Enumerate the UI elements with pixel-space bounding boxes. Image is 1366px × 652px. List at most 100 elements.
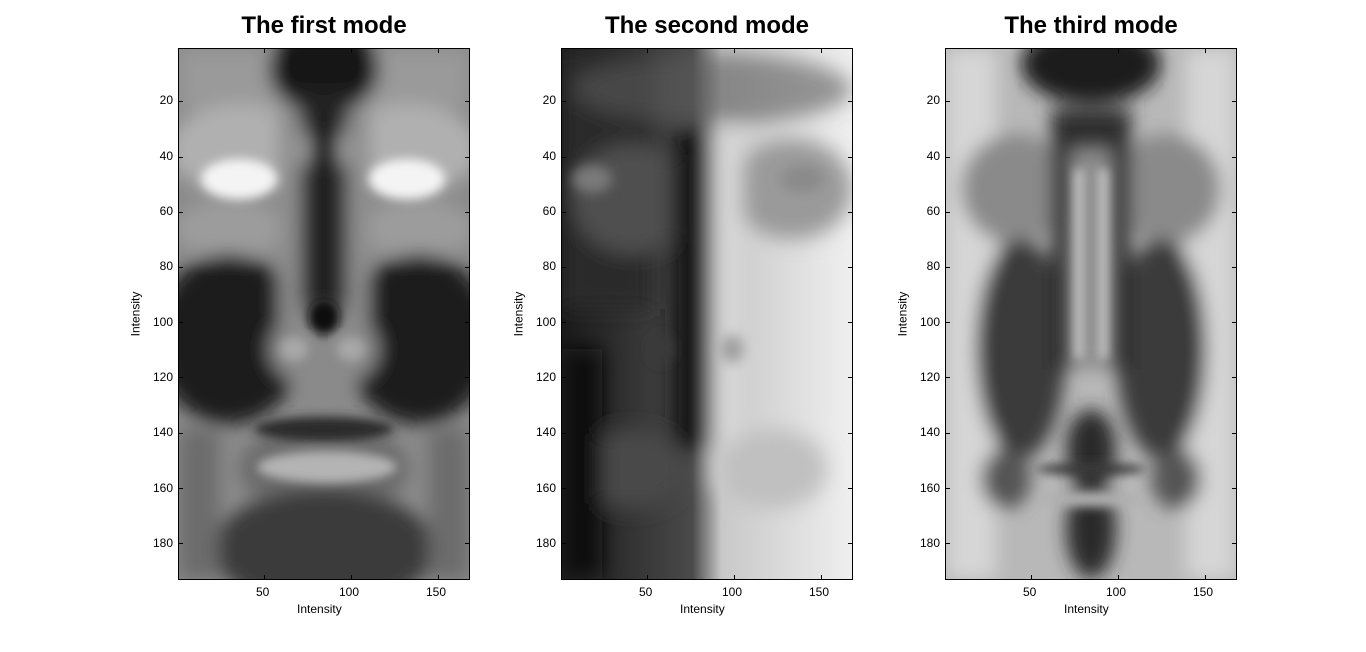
y-tick-mark — [465, 487, 469, 489]
y-tick-mark — [179, 432, 183, 434]
y-tick-label: 160 — [152, 481, 173, 495]
y-axis-label: Intensity — [128, 291, 143, 337]
y-tick-mark — [562, 377, 566, 379]
third-mode-image — [946, 49, 1236, 579]
x-tick-label: 50 — [639, 585, 653, 599]
x-tick-label: 150 — [1193, 585, 1214, 599]
x-tick-label: 150 — [426, 585, 447, 599]
y-tick-mark — [946, 322, 950, 324]
y-tick-label: 20 — [926, 93, 940, 107]
x-tick-mark — [1204, 575, 1206, 579]
y-tick-label: 140 — [535, 425, 556, 439]
x-tick-mark — [820, 49, 822, 53]
y-tick-mark — [1232, 267, 1236, 269]
y-tick-mark — [179, 156, 183, 158]
y-tick-label: 100 — [919, 315, 940, 329]
y-tick-mark — [848, 377, 852, 379]
y-tick-label: 100 — [535, 315, 556, 329]
y-tick-label: 100 — [152, 315, 173, 329]
y-tick-label: 160 — [535, 481, 556, 495]
y-tick-mark — [1232, 322, 1236, 324]
y-tick-label: 40 — [926, 149, 940, 163]
y-tick-label: 80 — [926, 259, 940, 273]
x-tick-mark — [264, 49, 266, 53]
y-tick-mark — [465, 267, 469, 269]
x-tick-label: 100 — [722, 585, 743, 599]
y-tick-mark — [562, 101, 566, 103]
y-tick-mark — [562, 322, 566, 324]
y-tick-mark — [1232, 101, 1236, 103]
x-tick-mark — [733, 575, 735, 579]
y-tick-label: 20 — [542, 93, 556, 107]
x-tick-label: 100 — [339, 585, 360, 599]
y-tick-mark — [465, 543, 469, 545]
y-tick-label: 120 — [535, 370, 556, 384]
y-tick-mark — [848, 156, 852, 158]
x-tick-mark — [1031, 49, 1033, 53]
chart-title: The third mode — [1004, 12, 1178, 39]
x-tick-mark — [820, 575, 822, 579]
x-tick-mark — [1117, 49, 1119, 53]
y-tick-mark — [465, 377, 469, 379]
y-tick-mark — [848, 543, 852, 545]
y-tick-mark — [562, 156, 566, 158]
y-tick-mark — [946, 101, 950, 103]
chart-title: The first mode — [241, 12, 407, 39]
y-tick-label: 40 — [159, 149, 173, 163]
y-tick-mark — [946, 156, 950, 158]
y-tick-mark — [179, 267, 183, 269]
y-tick-mark — [1232, 377, 1236, 379]
x-tick-mark — [437, 49, 439, 53]
y-tick-label: 160 — [919, 481, 940, 495]
y-axis-label: Intensity — [895, 291, 910, 337]
y-tick-mark — [1232, 432, 1236, 434]
y-tick-mark — [1232, 543, 1236, 545]
y-tick-label: 180 — [919, 536, 940, 550]
y-tick-label: 80 — [159, 259, 173, 273]
x-tick-label: 150 — [809, 585, 830, 599]
y-tick-mark — [1232, 211, 1236, 213]
first-mode-image — [179, 49, 469, 579]
y-tick-mark — [848, 487, 852, 489]
y-tick-mark — [1232, 487, 1236, 489]
x-tick-mark — [350, 575, 352, 579]
y-tick-label: 60 — [159, 204, 173, 218]
plot-area: 20 40 60 80 100 120 140 160 180 50 100 1… — [511, 48, 853, 616]
y-tick-label: 120 — [152, 370, 173, 384]
y-tick-mark — [562, 487, 566, 489]
y-tick-mark — [946, 543, 950, 545]
y-tick-mark — [848, 432, 852, 434]
y-tick-label: 40 — [542, 149, 556, 163]
x-tick-label: 100 — [1106, 585, 1127, 599]
y-tick-mark — [946, 211, 950, 213]
x-tick-mark — [647, 49, 649, 53]
chart-panel-first-mode: The first mode — [128, 0, 470, 652]
x-tick-mark — [647, 575, 649, 579]
y-tick-mark — [179, 322, 183, 324]
y-tick-mark — [946, 487, 950, 489]
y-tick-mark — [465, 156, 469, 158]
chart-panel-third-mode: The third mode — [895, 0, 1237, 652]
y-tick-label: 180 — [152, 536, 173, 550]
y-tick-mark — [465, 211, 469, 213]
x-axis-label: Intensity — [680, 602, 725, 616]
y-tick-mark — [465, 101, 469, 103]
y-tick-label: 180 — [535, 536, 556, 550]
x-axis-label: Intensity — [1064, 602, 1109, 616]
y-tick-mark — [465, 322, 469, 324]
y-tick-mark — [562, 543, 566, 545]
y-tick-mark — [562, 211, 566, 213]
x-tick-mark — [733, 49, 735, 53]
x-tick-mark — [1204, 49, 1206, 53]
y-tick-mark — [179, 543, 183, 545]
y-tick-label: 140 — [152, 425, 173, 439]
y-tick-mark — [946, 432, 950, 434]
x-tick-mark — [264, 575, 266, 579]
y-tick-mark — [179, 487, 183, 489]
y-tick-mark — [848, 267, 852, 269]
x-tick-label: 50 — [1023, 585, 1037, 599]
x-tick-mark — [1117, 575, 1119, 579]
y-tick-mark — [848, 322, 852, 324]
y-tick-label: 80 — [542, 259, 556, 273]
chart-panel-second-mode: The second mode — [511, 0, 853, 652]
